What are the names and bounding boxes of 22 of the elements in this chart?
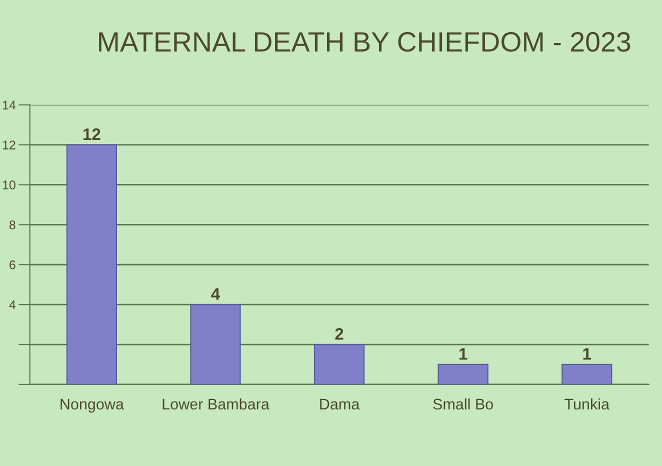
x-tick-label: Tunkia: [564, 398, 610, 410]
bar: [190, 304, 241, 384]
bar: [438, 364, 488, 384]
y-tick-label: 4: [9, 300, 16, 310]
data-label: 4: [211, 288, 220, 300]
data-label: 1: [459, 348, 468, 360]
data-label: 1: [583, 348, 592, 360]
data-label: 12: [83, 128, 100, 140]
y-tick-label: 10: [2, 180, 16, 190]
x-tick-label: Lower Bambara: [162, 398, 270, 410]
x-tick-label: Dama: [320, 398, 360, 410]
data-label: 2: [335, 328, 344, 340]
bar: [66, 144, 117, 384]
y-tick-label: 12: [2, 140, 16, 150]
chart-title: MATERNAL DEATH BY CHIEFDOM - 2023: [99, 32, 630, 52]
y-tick-label: 8: [9, 220, 16, 230]
x-tick-label: Small Bo: [433, 398, 493, 410]
y-tick-label: 14: [2, 100, 16, 110]
bar: [562, 364, 612, 384]
y-tick-label: 6: [10, 260, 16, 270]
bar: [314, 344, 365, 384]
x-tick-label: Nongowa: [60, 398, 124, 413]
